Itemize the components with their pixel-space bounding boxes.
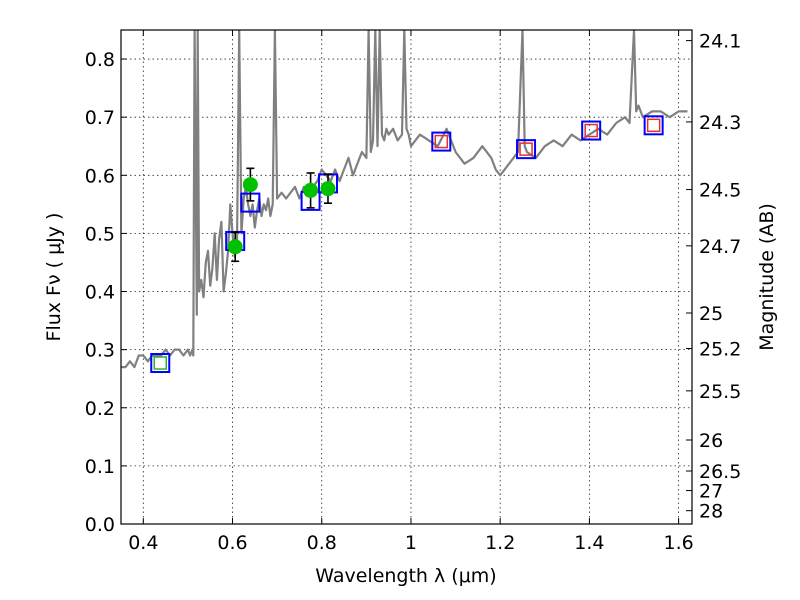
x-tick-label: 0.8 [307, 532, 337, 554]
y-tick-label: 0.6 [85, 165, 115, 187]
tick-layer: 0.4 0.6 0.8 1 1.2 1.4 1.6 0.0 0.1 0.2 0.3 0.4 0.5 0.6… [85, 30, 741, 554]
ir-inner-box-marker [646, 118, 661, 133]
observed-point [227, 239, 243, 255]
x-tick-label: 1 [405, 532, 417, 554]
model-box-marker [150, 353, 171, 374]
x-tick-label: 0.6 [217, 532, 247, 554]
y-tick-label: 0.1 [85, 456, 115, 478]
y2-tick-label: 24.1 [699, 31, 741, 53]
x-tick-label: 0.4 [128, 532, 158, 554]
model-box-marker [516, 139, 537, 160]
marker-layer [150, 115, 664, 374]
y2-tick-label: 27 [699, 481, 723, 503]
y-tick-label: 0.8 [85, 49, 115, 71]
y-tick-label: 0.0 [85, 514, 115, 536]
observed-point [303, 182, 319, 198]
y2-tick-label: 26.5 [699, 461, 741, 483]
model-box-marker [431, 131, 452, 152]
y2-tick-label: 24.3 [699, 112, 741, 134]
y-tick-label: 0.2 [85, 398, 115, 420]
uv-inner-box-marker [153, 356, 168, 370]
y-axis-label: Flux Fν ( μJy ) [43, 213, 65, 342]
y2-tick-label: 25.5 [699, 381, 741, 403]
model-box-marker [581, 120, 602, 141]
y2-tick-label: 25 [699, 303, 723, 325]
ir-inner-box-marker [434, 134, 449, 149]
y2-tick-label: 25.2 [699, 338, 741, 360]
plot-frame [120, 29, 693, 525]
y2-tick-label: 24.7 [699, 236, 741, 258]
spectrum-line [121, 30, 688, 369]
x-axis-label: Wavelength λ (μm) [315, 565, 496, 587]
y2-axis-label: Magnitude (AB) [756, 203, 778, 351]
y-tick-label: 0.3 [85, 340, 115, 362]
y2-tick-label: 24.5 [699, 180, 741, 202]
x-tick-label: 1.4 [574, 532, 604, 554]
spectrum-layer [121, 30, 688, 369]
y2-tick-label: 28 [699, 501, 723, 523]
observed-point [320, 181, 336, 197]
y2-tick-label: 26 [699, 430, 723, 452]
x-tick-label: 1.2 [485, 532, 515, 554]
ir-inner-box-marker [584, 123, 598, 138]
model-box-marker [643, 115, 664, 136]
y-tick-label: 0.5 [85, 223, 115, 245]
observed-point [242, 177, 258, 193]
ir-inner-box-marker [519, 142, 533, 156]
x-tick-label: 1.6 [664, 532, 694, 554]
y-tick-label: 0.4 [85, 282, 115, 304]
y-tick-label: 0.7 [85, 107, 115, 129]
